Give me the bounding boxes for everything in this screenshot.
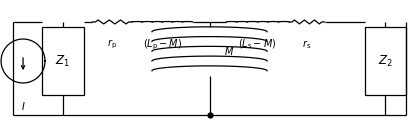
Text: $r_\mathrm{s}$: $r_\mathrm{s}$ <box>303 38 311 51</box>
Text: $r_\mathrm{p}$: $r_\mathrm{p}$ <box>107 38 117 51</box>
Text: $I$: $I$ <box>21 100 26 112</box>
Text: $Z_2$: $Z_2$ <box>378 53 393 69</box>
Text: $(L_\mathrm{p}-M)$: $(L_\mathrm{p}-M)$ <box>143 38 182 52</box>
Text: $(L_\mathrm{s}-M)$: $(L_\mathrm{s}-M)$ <box>238 38 277 51</box>
Text: $M$: $M$ <box>224 45 234 57</box>
Bar <box>365 27 406 95</box>
Text: $Z_1$: $Z_1$ <box>55 53 70 69</box>
Bar <box>42 27 84 95</box>
